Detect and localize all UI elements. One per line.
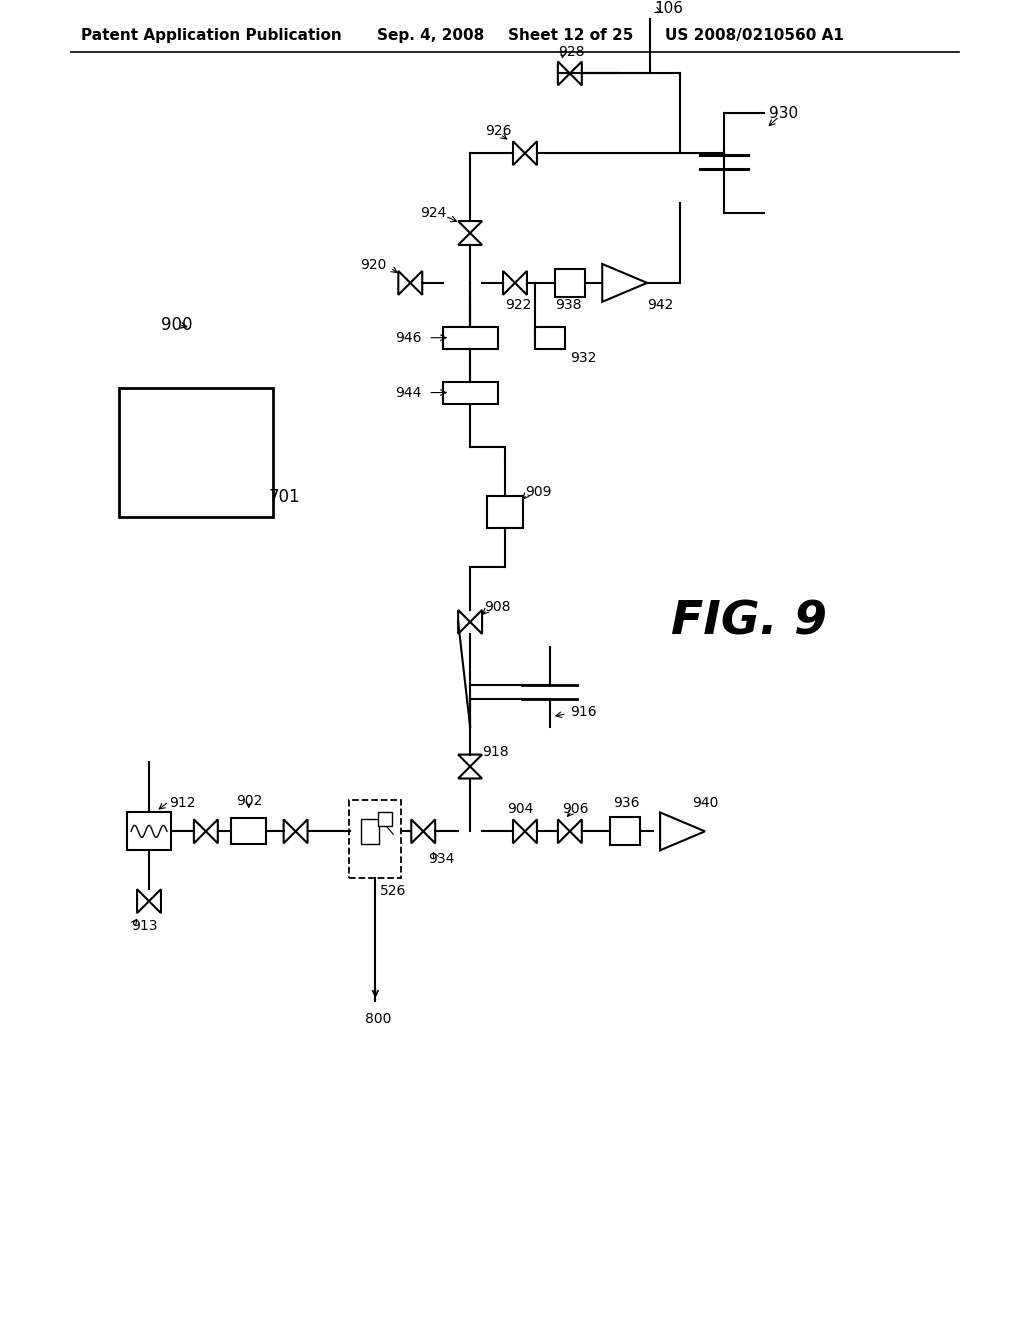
Text: 913: 913 [131, 919, 158, 933]
Text: 920: 920 [360, 257, 387, 272]
Bar [379, 812, 392, 826]
Bar [609, 817, 640, 845]
Bar [361, 818, 379, 843]
Text: 918: 918 [482, 744, 509, 759]
Text: 701: 701 [268, 488, 300, 507]
Text: Sep. 4, 2008: Sep. 4, 2008 [378, 28, 484, 44]
Text: 930: 930 [769, 106, 799, 121]
Bar [231, 818, 266, 845]
Text: 912: 912 [169, 796, 196, 810]
Text: 928: 928 [558, 45, 585, 58]
Text: 934: 934 [428, 853, 455, 866]
Text: 906: 906 [562, 803, 589, 816]
Text: Sheet 12 of 25: Sheet 12 of 25 [508, 28, 634, 44]
Bar [442, 327, 498, 348]
Text: 106: 106 [654, 1, 684, 16]
Polygon shape [660, 812, 705, 850]
Text: 526: 526 [380, 884, 407, 898]
Text: 924: 924 [420, 206, 446, 220]
Text: 904: 904 [507, 803, 534, 816]
Text: 932: 932 [569, 351, 596, 364]
Text: 944: 944 [395, 385, 422, 400]
Text: 900: 900 [161, 315, 193, 334]
Polygon shape [602, 264, 647, 302]
Text: 909: 909 [525, 486, 552, 499]
Bar [555, 269, 585, 297]
Text: 902: 902 [236, 795, 262, 808]
Text: 940: 940 [692, 796, 719, 810]
Text: 938: 938 [555, 298, 582, 312]
Bar [119, 388, 273, 517]
Text: FIG. 9: FIG. 9 [672, 599, 827, 644]
Text: 922: 922 [505, 298, 531, 312]
Bar [487, 496, 523, 528]
Text: 908: 908 [484, 601, 511, 614]
Text: 946: 946 [395, 331, 422, 345]
Bar [127, 812, 171, 850]
Text: 916: 916 [569, 705, 596, 718]
Bar [442, 381, 498, 404]
Text: 942: 942 [646, 298, 673, 312]
Text: 926: 926 [485, 124, 512, 139]
Bar [349, 800, 401, 878]
Text: US 2008/0210560 A1: US 2008/0210560 A1 [665, 28, 844, 44]
Text: 800: 800 [366, 1012, 392, 1026]
Text: 936: 936 [612, 796, 639, 810]
Text: Patent Application Publication: Patent Application Publication [81, 28, 342, 44]
Bar [535, 327, 565, 348]
